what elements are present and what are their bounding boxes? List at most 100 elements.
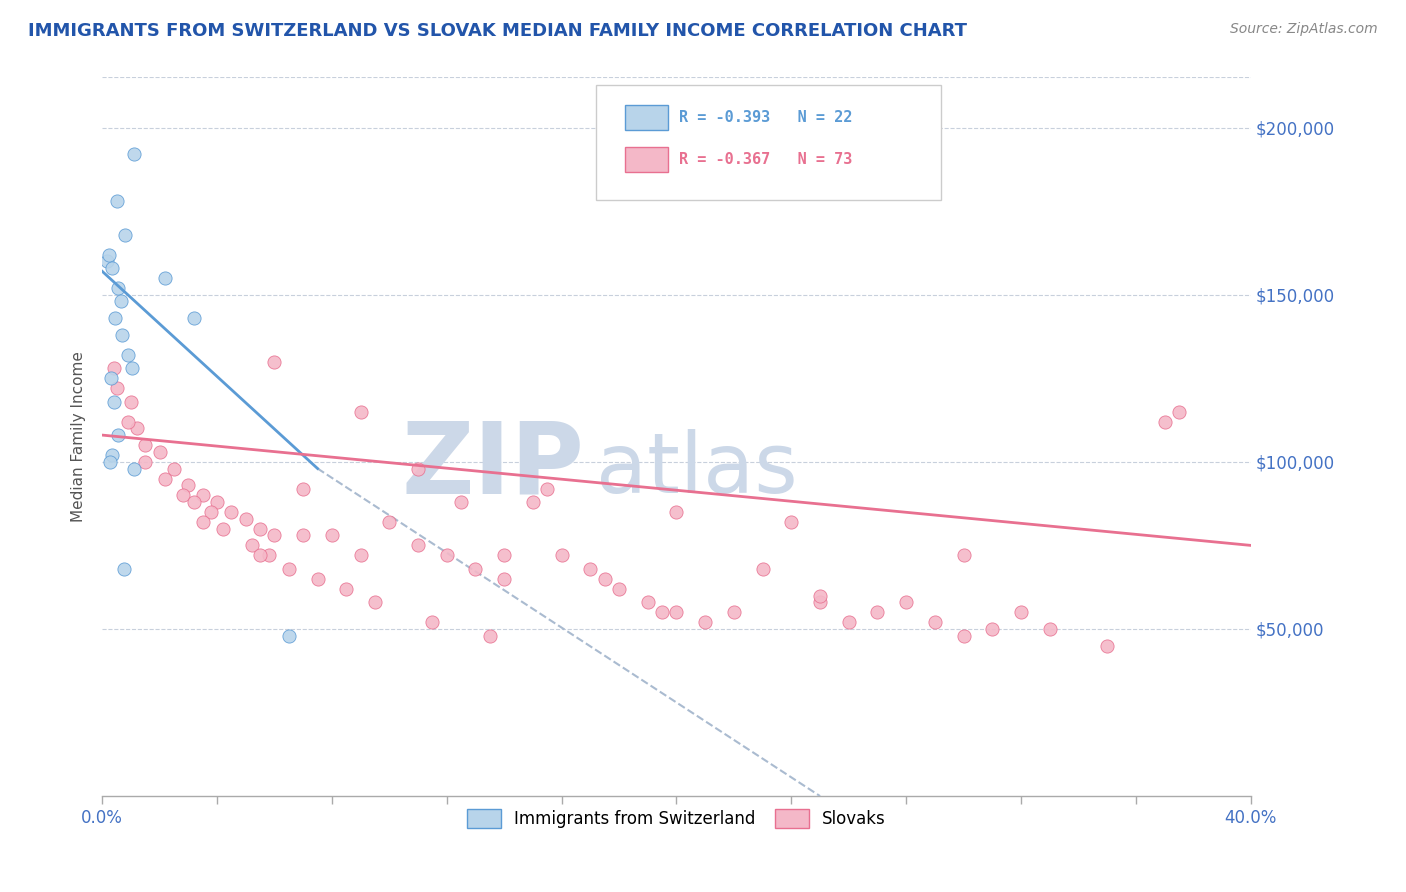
Point — [205, 495, 228, 509]
Point — [101, 260, 124, 275]
Point — [838, 615, 860, 630]
Point — [122, 147, 145, 161]
Point — [191, 488, 214, 502]
Point — [100, 371, 122, 385]
Point — [249, 549, 271, 563]
Text: R = -0.367   N = 73: R = -0.367 N = 73 — [679, 152, 852, 167]
Point — [896, 595, 918, 609]
Point — [494, 549, 516, 563]
Point — [96, 254, 118, 268]
Point — [134, 438, 156, 452]
Point — [110, 294, 132, 309]
Point — [780, 515, 803, 529]
Bar — [624, 105, 668, 130]
Point — [104, 311, 127, 326]
Bar — [624, 147, 668, 171]
Point — [191, 515, 214, 529]
Point — [436, 549, 458, 563]
Point — [107, 428, 129, 442]
Point — [177, 478, 200, 492]
Point — [200, 505, 222, 519]
Point — [651, 605, 673, 619]
Point — [183, 311, 205, 326]
Point — [952, 629, 974, 643]
Point — [183, 495, 205, 509]
Point — [125, 421, 148, 435]
Point — [349, 405, 371, 419]
Point — [637, 595, 659, 609]
Point — [478, 629, 501, 643]
Point — [107, 281, 129, 295]
Point — [117, 415, 139, 429]
Point — [1153, 415, 1175, 429]
Point — [172, 488, 194, 502]
Point — [665, 605, 688, 619]
Point — [695, 615, 717, 630]
Point — [277, 629, 299, 643]
Point — [263, 528, 285, 542]
Point — [98, 455, 121, 469]
FancyBboxPatch shape — [596, 85, 941, 200]
Point — [406, 538, 429, 552]
Point — [134, 455, 156, 469]
Point — [378, 515, 401, 529]
Point — [122, 461, 145, 475]
Legend: Immigrants from Switzerland, Slovaks: Immigrants from Switzerland, Slovaks — [461, 802, 893, 835]
Text: ZIP: ZIP — [402, 417, 585, 514]
Point — [105, 381, 128, 395]
Point — [981, 622, 1004, 636]
Point — [263, 354, 285, 368]
Text: Source: ZipAtlas.com: Source: ZipAtlas.com — [1230, 22, 1378, 37]
Point — [292, 528, 315, 542]
Point — [952, 549, 974, 563]
Point — [321, 528, 343, 542]
Point — [163, 461, 186, 475]
Point — [1168, 405, 1191, 419]
Point — [121, 361, 143, 376]
Point — [155, 271, 177, 285]
Point — [579, 562, 602, 576]
Point — [112, 562, 135, 576]
Point — [307, 572, 329, 586]
Point — [240, 538, 263, 552]
Point — [550, 549, 572, 563]
Point — [723, 605, 745, 619]
Point — [149, 445, 172, 459]
Point — [103, 361, 125, 376]
Point — [494, 572, 516, 586]
Point — [751, 562, 773, 576]
Point — [155, 471, 177, 485]
Point — [607, 582, 630, 596]
Point — [1010, 605, 1032, 619]
Point — [114, 227, 136, 242]
Point — [211, 522, 233, 536]
Point — [464, 562, 486, 576]
Point — [103, 394, 125, 409]
Point — [450, 495, 472, 509]
Point — [221, 505, 243, 519]
Point — [98, 247, 121, 261]
Point — [665, 505, 688, 519]
Y-axis label: Median Family Income: Median Family Income — [72, 351, 86, 522]
Text: R = -0.393   N = 22: R = -0.393 N = 22 — [679, 111, 852, 125]
Point — [105, 194, 128, 208]
Point — [257, 549, 280, 563]
Point — [808, 589, 831, 603]
Text: atlas: atlas — [596, 428, 797, 509]
Point — [117, 348, 139, 362]
Point — [349, 549, 371, 563]
Point — [120, 394, 142, 409]
Point — [1039, 622, 1062, 636]
Point — [808, 595, 831, 609]
Point — [536, 482, 558, 496]
Point — [364, 595, 387, 609]
Point — [249, 522, 271, 536]
Text: IMMIGRANTS FROM SWITZERLAND VS SLOVAK MEDIAN FAMILY INCOME CORRELATION CHART: IMMIGRANTS FROM SWITZERLAND VS SLOVAK ME… — [28, 22, 967, 40]
Point — [292, 482, 315, 496]
Point — [101, 448, 124, 462]
Point — [235, 511, 257, 525]
Point — [406, 461, 429, 475]
Point — [593, 572, 616, 586]
Point — [335, 582, 357, 596]
Point — [422, 615, 444, 630]
